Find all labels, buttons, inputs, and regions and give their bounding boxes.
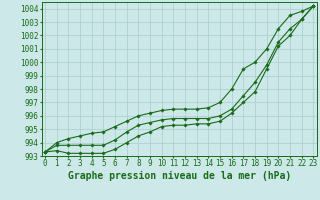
- X-axis label: Graphe pression niveau de la mer (hPa): Graphe pression niveau de la mer (hPa): [68, 171, 291, 181]
